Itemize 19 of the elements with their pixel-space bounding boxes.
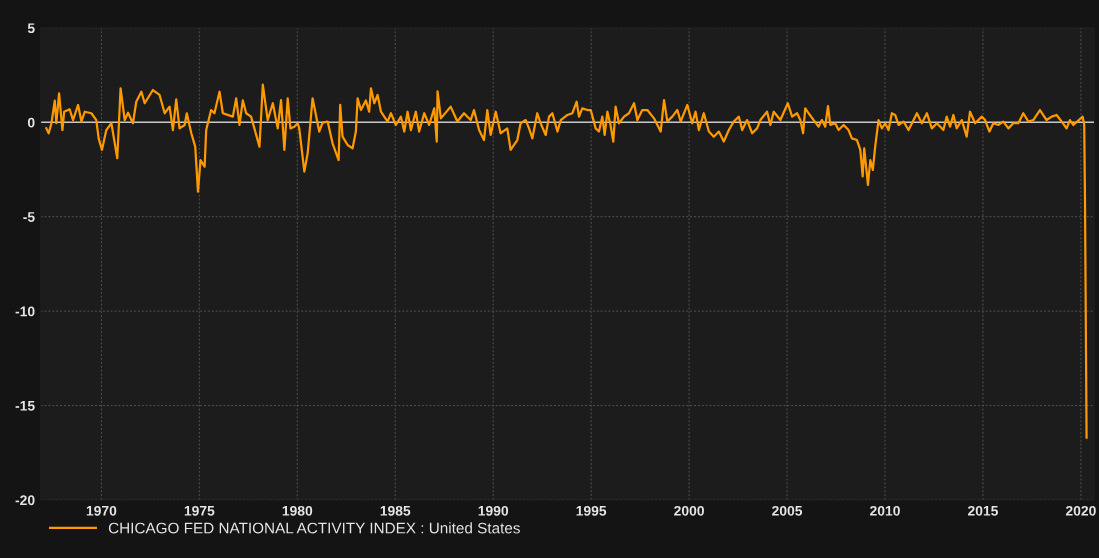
y-tick-label: 5 xyxy=(27,23,35,34)
x-tick-label: 2015 xyxy=(967,505,998,516)
x-tick-label: 2005 xyxy=(772,505,803,516)
y-tick-label: -15 xyxy=(15,401,35,411)
y-tick-label: -10 xyxy=(15,306,35,317)
x-tick-label: 2000 xyxy=(674,505,704,516)
x-tick-label: 1990 xyxy=(478,505,509,516)
x-tick-label: 2010 xyxy=(870,505,900,516)
x-tick-label: 1995 xyxy=(576,505,607,516)
x-tick-label: 1975 xyxy=(184,505,215,516)
x-tick-label: 2020 xyxy=(1065,505,1096,516)
x-tick-label: 1980 xyxy=(282,505,313,516)
legend-label: CHICAGO FED NATIONAL ACTIVITY INDEX : United States xyxy=(108,522,520,534)
y-tick-label: -5 xyxy=(23,212,35,222)
y-tick-label: -20 xyxy=(15,495,35,506)
line-series xyxy=(45,83,1088,439)
x-tick-label: 1985 xyxy=(380,505,411,516)
y-tick-label: 0 xyxy=(27,117,35,128)
x-tick-label: 1970 xyxy=(86,505,117,516)
